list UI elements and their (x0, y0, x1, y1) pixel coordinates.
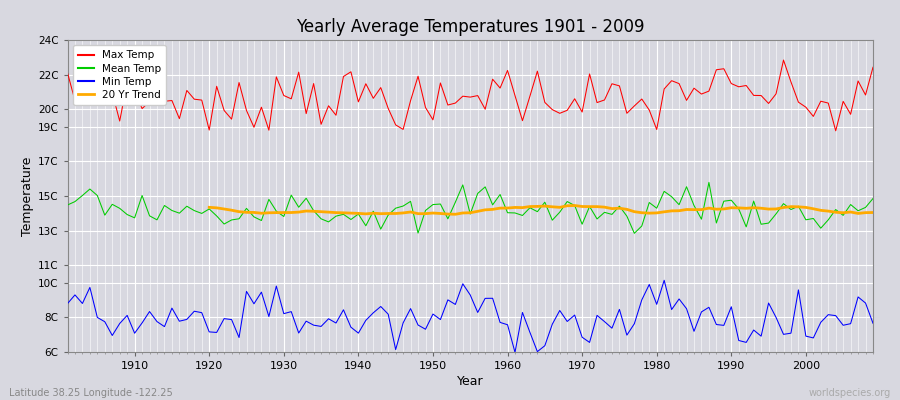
X-axis label: Year: Year (457, 375, 483, 388)
Y-axis label: Temperature: Temperature (21, 156, 33, 236)
Title: Yearly Average Temperatures 1901 - 2009: Yearly Average Temperatures 1901 - 2009 (296, 18, 644, 36)
Legend: Max Temp, Mean Temp, Min Temp, 20 Yr Trend: Max Temp, Mean Temp, Min Temp, 20 Yr Tre… (73, 45, 166, 105)
Text: worldspecies.org: worldspecies.org (809, 388, 891, 398)
Text: Latitude 38.25 Longitude -122.25: Latitude 38.25 Longitude -122.25 (9, 388, 173, 398)
